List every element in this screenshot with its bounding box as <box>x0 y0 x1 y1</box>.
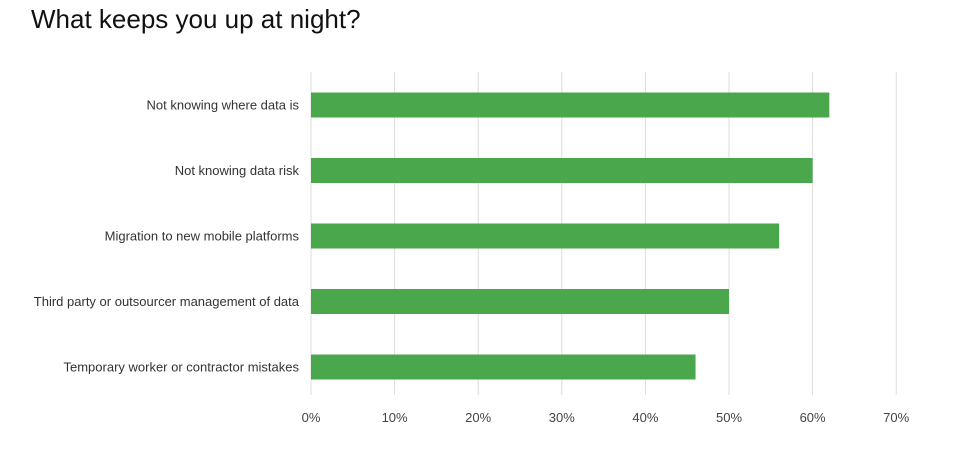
x-tick-label: 70% <box>883 410 909 425</box>
x-tick-label: 0% <box>302 410 321 425</box>
bars <box>311 92 830 380</box>
category-label: Temporary worker or contractor mistakes <box>63 360 299 375</box>
category-label: Not knowing data risk <box>175 163 300 178</box>
bar <box>311 289 729 314</box>
category-labels: Not knowing where data is Not knowing dat… <box>34 98 300 375</box>
x-axis-tick-labels: 0% 10% 20% 30% 40% 50% 60% 70% <box>302 410 910 425</box>
x-tick-label: 10% <box>382 410 408 425</box>
x-tick-label: 30% <box>549 410 575 425</box>
bar <box>311 92 830 118</box>
x-tick-label: 50% <box>716 410 742 425</box>
bar <box>311 158 813 183</box>
chart-title: What keeps you up at night? <box>31 4 361 34</box>
category-label: Not knowing where data is <box>147 98 300 113</box>
x-tick-label: 60% <box>800 410 826 425</box>
bar <box>311 354 696 380</box>
category-label: Third party or outsourcer management of … <box>34 294 300 309</box>
category-label: Migration to new mobile platforms <box>105 229 300 244</box>
bar <box>311 223 780 249</box>
x-tick-label: 40% <box>632 410 658 425</box>
x-tick-label: 20% <box>465 410 491 425</box>
